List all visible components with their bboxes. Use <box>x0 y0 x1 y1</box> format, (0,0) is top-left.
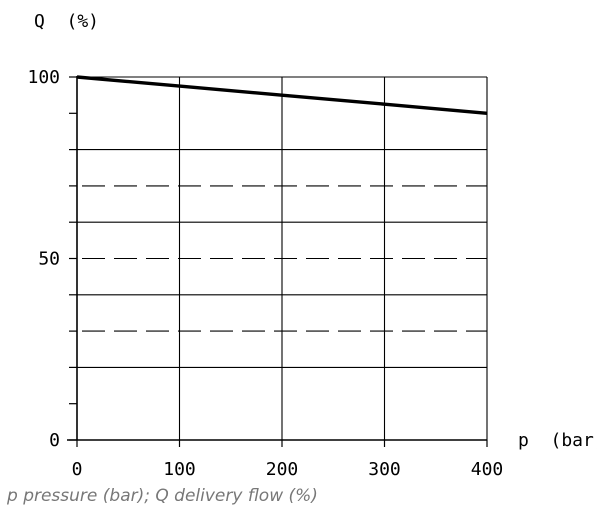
flow-pressure-chart: 0 50 100 0 100 200 300 400 Q (%) p (bar) <box>27 11 597 480</box>
grid-layer <box>77 76 488 440</box>
ticks-layer <box>69 76 488 447</box>
y-axis-title: Q (%) <box>34 11 99 32</box>
chart-caption: p pressure (bar); Q delivery flow (%) <box>7 486 318 506</box>
y-tick-label-100: 100 <box>27 67 60 88</box>
x-axis-title: p (bar) <box>518 430 597 451</box>
x-tick-label-300: 300 <box>368 459 401 480</box>
series-layer <box>76 75 488 115</box>
x-tick-label-400: 400 <box>471 459 504 480</box>
series-line-0 <box>76 75 488 115</box>
y-tick-label-50: 50 <box>38 249 60 270</box>
x-tick-label-0: 0 <box>72 459 83 480</box>
x-tick-label-100: 100 <box>163 459 196 480</box>
x-tick-label-200: 200 <box>266 459 299 480</box>
labels-layer: 0 50 100 0 100 200 300 400 Q (%) p (bar) <box>27 11 597 480</box>
y-tick-label-0: 0 <box>49 430 60 451</box>
